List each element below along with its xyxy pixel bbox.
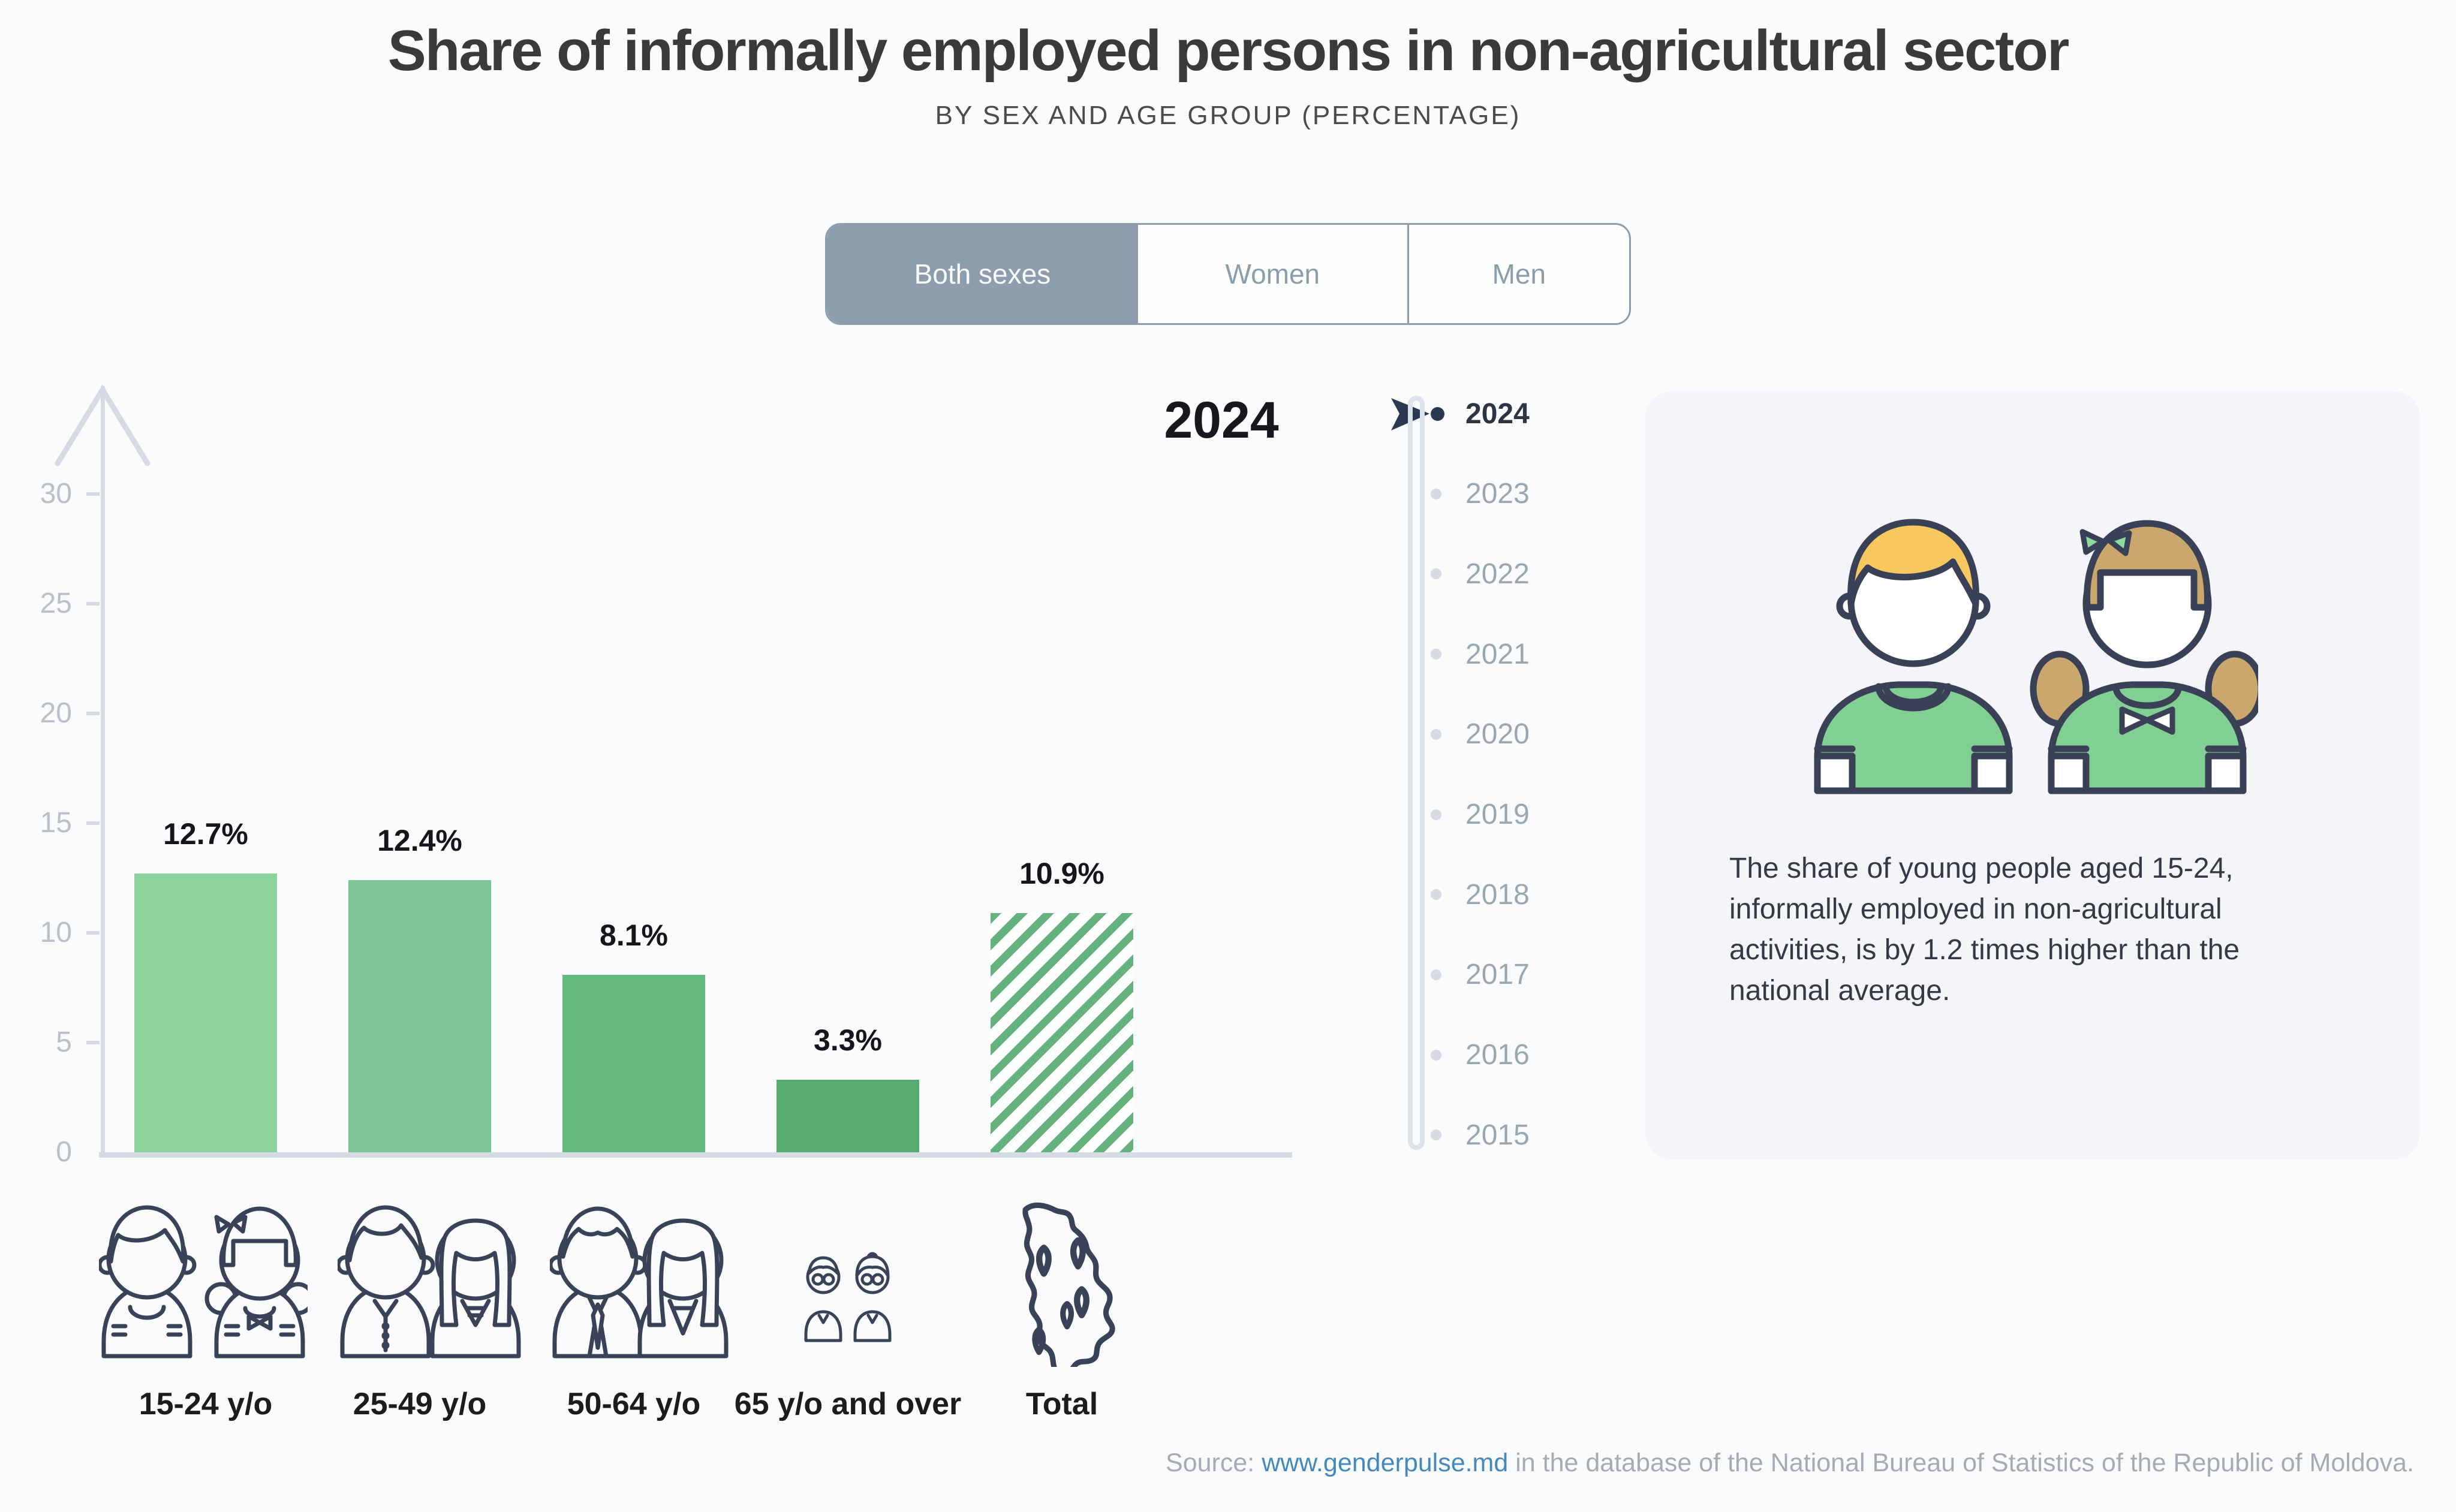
bar-15-24[interactable] — [134, 874, 277, 1152]
timeline-year-2023[interactable]: 2023 — [1431, 477, 1611, 511]
source-line: Source: www.genderpulse.md in the databa… — [1166, 1448, 2414, 1478]
category-label-total: Total — [1025, 1387, 1098, 1421]
info-card: The share of young people aged 15-24, in… — [1645, 391, 2420, 1159]
timeline-year-2020[interactable]: 2020 — [1431, 718, 1611, 751]
year-dot-icon — [1431, 1130, 1441, 1141]
year-label: 2019 — [1465, 799, 1530, 830]
y-tick-mark — [86, 712, 100, 715]
elderly-couple-icon — [804, 1252, 892, 1342]
year-label: 2021 — [1465, 638, 1530, 670]
y-tick-label: 10 — [40, 917, 72, 948]
bar-value-label: 12.4% — [377, 824, 462, 857]
source-prefix: Source: — [1166, 1448, 1262, 1477]
y-axis — [101, 386, 105, 1152]
bar-50-64[interactable] — [562, 975, 705, 1152]
year-dot-icon — [1431, 568, 1441, 580]
year-label: 2020 — [1465, 718, 1530, 751]
y-tick-mark — [86, 931, 100, 935]
category-label-15-24: 15-24 y/o — [139, 1387, 273, 1421]
bar-value-label: 10.9% — [1019, 857, 1104, 890]
page-subtitle: BY SEX AND AGE GROUP (PERCENTAGE) — [935, 101, 1521, 130]
timeline-track[interactable] — [1408, 396, 1425, 1150]
timeline-year-2018[interactable]: 2018 — [1431, 878, 1611, 911]
year-label: 2015 — [1465, 1119, 1530, 1151]
y-tick-label: 30 — [40, 478, 72, 510]
tab-women[interactable]: Women — [1225, 258, 1320, 290]
timeline-year-2016[interactable]: 2016 — [1431, 1038, 1611, 1072]
source-suffix: in the database of the National Bureau o… — [1508, 1448, 2414, 1477]
info-card-text: The share of young people aged 15-24, in… — [1729, 853, 2240, 1007]
year-label: 2016 — [1465, 1039, 1530, 1071]
timeline-year-2017[interactable]: 2017 — [1431, 958, 1611, 992]
young-couple-icon — [99, 1205, 308, 1359]
year-dot-icon — [1431, 889, 1441, 900]
year-dot-icon — [1431, 406, 1444, 421]
moldova-map-icon — [1022, 1202, 1115, 1367]
year-label: 2018 — [1465, 878, 1530, 911]
year-dot-icon — [1431, 728, 1441, 740]
x-axis-baseline — [99, 1152, 1292, 1158]
source-link[interactable]: www.genderpulse.md — [1262, 1448, 1509, 1477]
year-label: 2024 — [1465, 397, 1530, 430]
y-tick-label: 15 — [40, 807, 72, 839]
bar-value-label: 3.3% — [814, 1023, 882, 1057]
year-label: 2023 — [1465, 478, 1530, 510]
bar-25-49[interactable] — [348, 880, 491, 1152]
y-tick-label: 5 — [56, 1026, 72, 1058]
bar-value-label: 12.7% — [163, 817, 248, 851]
timeline-year-2019[interactable]: 2019 — [1431, 798, 1611, 832]
y-tick-label: 0 — [56, 1136, 72, 1168]
year-dot-icon — [1431, 1049, 1441, 1061]
timeline-year-2021[interactable]: 2021 — [1431, 637, 1611, 671]
bar-total[interactable] — [991, 913, 1133, 1152]
y-tick-mark — [86, 492, 100, 496]
adult-couple-icon — [338, 1205, 521, 1359]
young-people-illustration-icon — [1814, 519, 2258, 794]
year-dot-icon — [1431, 488, 1441, 499]
category-label-65-over: 65 y/o and over — [734, 1387, 962, 1421]
page-title: Share of informally employed persons in … — [387, 19, 2070, 83]
year-label: 2022 — [1465, 558, 1530, 590]
year-dot-icon — [1431, 649, 1441, 660]
tab-both-sexes[interactable]: Both sexes — [827, 225, 1138, 323]
y-tick-mark — [86, 1041, 100, 1044]
bar-value-label: 8.1% — [600, 918, 668, 952]
timeline-year-2024[interactable]: 2024 — [1431, 397, 1611, 430]
selected-year-label: 2024 — [1164, 391, 1279, 449]
older-couple-icon — [550, 1206, 729, 1359]
timeline-year-2022[interactable]: 2022 — [1431, 557, 1611, 591]
year-dot-icon — [1431, 809, 1441, 820]
y-tick-mark — [86, 821, 100, 825]
timeline-year-2015[interactable]: 2015 — [1431, 1118, 1611, 1152]
category-label-25-49: 25-49 y/o — [353, 1387, 487, 1421]
tab-men[interactable]: Men — [1407, 225, 1629, 323]
category-label-50-64: 50-64 y/o — [567, 1387, 701, 1421]
sex-tab-group: Both sexes Women Men — [825, 223, 1631, 325]
year-dot-icon — [1431, 969, 1441, 980]
year-label: 2017 — [1465, 959, 1530, 991]
y-tick-mark — [86, 602, 100, 606]
y-tick-label: 20 — [40, 697, 72, 729]
y-tick-label: 25 — [40, 588, 72, 619]
bar-65-over[interactable] — [776, 1080, 919, 1152]
